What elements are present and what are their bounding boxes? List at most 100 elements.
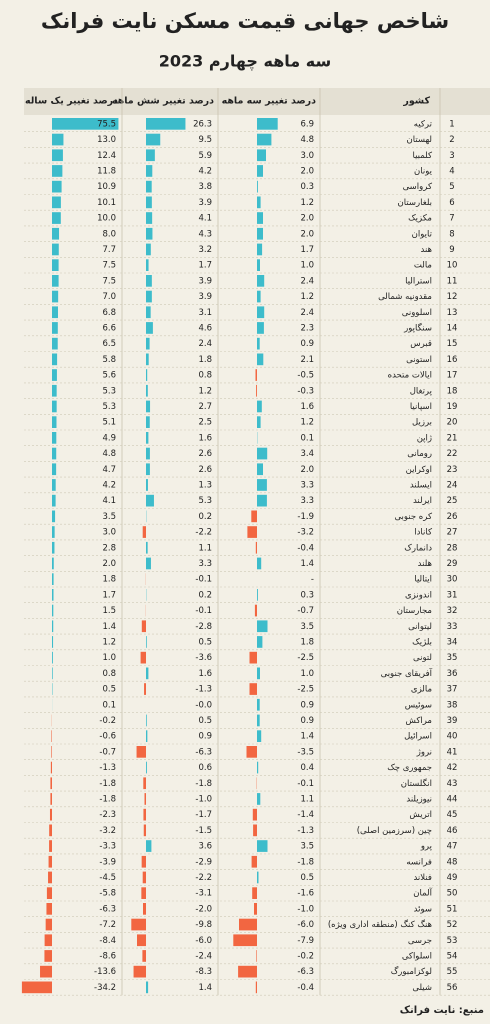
value-label: 2.4 [300,276,314,286]
rank: 2 [449,135,454,145]
country: کره جنوبی [394,512,433,522]
country: سوئد [414,904,432,914]
bar [50,777,52,790]
bar [257,322,264,334]
value-label: 2.3 [300,323,314,333]
country: ایسلند [410,480,432,490]
country: فنلاند [413,873,432,883]
value-label: -2.4 [195,951,212,961]
value-label: 5.3 [102,402,116,412]
bar [257,636,263,648]
rank: 51 [447,904,458,914]
value-label: 1.0 [102,653,116,663]
bar [257,337,260,350]
country: مالزی [411,685,432,695]
value-label: 7.0 [102,292,116,302]
bar [257,761,259,774]
bar [249,651,257,664]
bar [146,196,152,209]
country: چین (سرزمین اصلی) [357,826,432,836]
rank: 29 [447,559,458,569]
value-label: 2.7 [198,402,212,412]
bar [257,667,260,680]
value-label: 5.8 [102,355,116,365]
bar [52,196,61,209]
country: فرانسه [406,857,432,867]
bar [52,353,58,366]
country: ترکیه [414,119,433,129]
country: اسلواکی [402,951,432,961]
rank: 55 [447,967,458,977]
country: اتریش [409,810,432,820]
bar [254,903,257,915]
value-label: 0.8 [102,669,116,679]
bar [52,620,54,633]
value-label: -3.5 [297,747,314,757]
rank: 32 [447,606,458,616]
value-label: -1.5 [195,826,212,836]
bar [146,840,152,852]
value-label: -1.3 [297,826,314,836]
value-label: 3.5 [300,622,314,632]
rank: 31 [447,590,458,600]
rank: 52 [447,920,458,930]
bar [146,369,148,381]
value-label: -0.2 [297,951,314,961]
bar [52,275,59,287]
value-label: -0.4 [297,983,314,993]
bar [146,165,153,177]
value-label: 2.8 [102,543,116,553]
value-label: 13.0 [97,135,116,145]
country: آفریقای جنوبی [381,667,433,679]
value-label: -7.2 [99,920,116,930]
value-label: -2.3 [99,810,116,820]
rank: 6 [449,198,454,208]
rank: 11 [447,276,458,286]
value-label: 0.1 [300,433,314,443]
country: بلغارستان [398,198,433,208]
bar [257,149,266,162]
rank: 24 [447,480,458,490]
rank: 39 [447,716,458,726]
rank: 48 [447,857,458,867]
value-label: -1.8 [99,794,116,804]
rank: 56 [447,983,458,993]
value-label: -9.8 [195,920,212,930]
bar [146,353,149,366]
value-label: 3.8 [198,182,212,192]
rank: 21 [447,433,458,443]
bar [131,918,146,931]
bar [143,903,146,915]
country: مکزیک [408,214,432,224]
bar [143,808,146,821]
value-label: -6.0 [297,920,314,930]
bar [255,541,257,554]
column-header: درصد تغییر شش ماهه [112,96,214,107]
bar [52,227,60,240]
bar [257,871,259,884]
rank: 28 [447,543,458,553]
value-label: -0.5 [297,371,314,381]
rank: 13 [447,308,458,318]
category-header: کشور [402,96,430,107]
value-label: 0.6 [198,763,212,773]
rank: 7 [449,214,454,224]
value-label: 3.6 [198,842,212,852]
country: آلمان [413,887,432,899]
bar [257,165,263,177]
value-label: -1.4 [297,810,314,820]
value-label: 75.5 [97,119,116,129]
rank: 23 [447,465,458,475]
value-label: -1.8 [99,779,116,789]
bar [146,557,151,570]
country: جمهوری چک [387,763,432,773]
rank: 49 [447,873,458,883]
country: تایوان [412,229,433,239]
country: کرواسی [403,182,433,192]
value-label: 0.9 [300,339,314,349]
bar [249,683,257,695]
country: مراکش [406,716,433,726]
value-label: -1.6 [297,889,314,899]
value-label: 0.3 [300,182,314,192]
